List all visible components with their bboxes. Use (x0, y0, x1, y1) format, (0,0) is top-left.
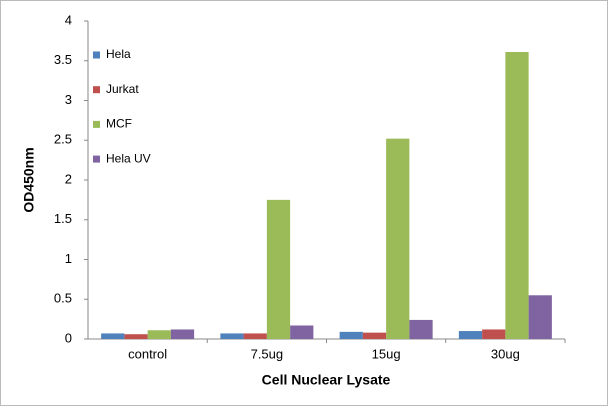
bar (243, 333, 267, 339)
y-tick-label: 1.5 (54, 211, 72, 226)
legend-swatch (93, 120, 100, 128)
legend-label: Jurkat (106, 82, 139, 96)
x-axis-title: Cell Nuclear Lysate (262, 372, 391, 388)
y-tick-label: 3 (65, 92, 72, 107)
x-tick-label: control (128, 346, 167, 361)
legend-swatch (93, 86, 100, 94)
bar (147, 330, 171, 339)
bar (290, 325, 314, 339)
bar (266, 199, 291, 339)
bar (362, 332, 387, 339)
bar (124, 334, 148, 339)
x-tick-label: 30ug (491, 346, 520, 361)
legend-swatch (93, 155, 100, 163)
y-tick-label: 0 (65, 330, 72, 345)
legend-swatch (93, 51, 100, 59)
y-tick-label: 4 (65, 12, 72, 27)
bar (528, 295, 552, 339)
bar (386, 138, 410, 339)
bar (505, 52, 529, 339)
legend-label: Hela UV (106, 151, 151, 165)
y-tick-label: 2 (65, 171, 72, 186)
bar (458, 331, 483, 339)
y-axis-title: OD450nm (21, 147, 37, 212)
bar (220, 333, 244, 339)
y-tick-label: 2.5 (54, 132, 72, 147)
legend-label: Hela (106, 47, 131, 61)
bar (482, 329, 506, 339)
x-tick-label: 7.5ug (251, 346, 284, 361)
y-tick-label: 1 (65, 251, 72, 266)
bar (170, 329, 195, 339)
bar (339, 331, 363, 339)
x-tick-label: 15ug (372, 346, 401, 361)
bar (101, 333, 125, 339)
legend-label: MCF (106, 117, 132, 131)
y-tick-label: 0.5 (54, 291, 72, 306)
bar (409, 319, 433, 339)
y-tick-label: 3.5 (54, 52, 72, 67)
